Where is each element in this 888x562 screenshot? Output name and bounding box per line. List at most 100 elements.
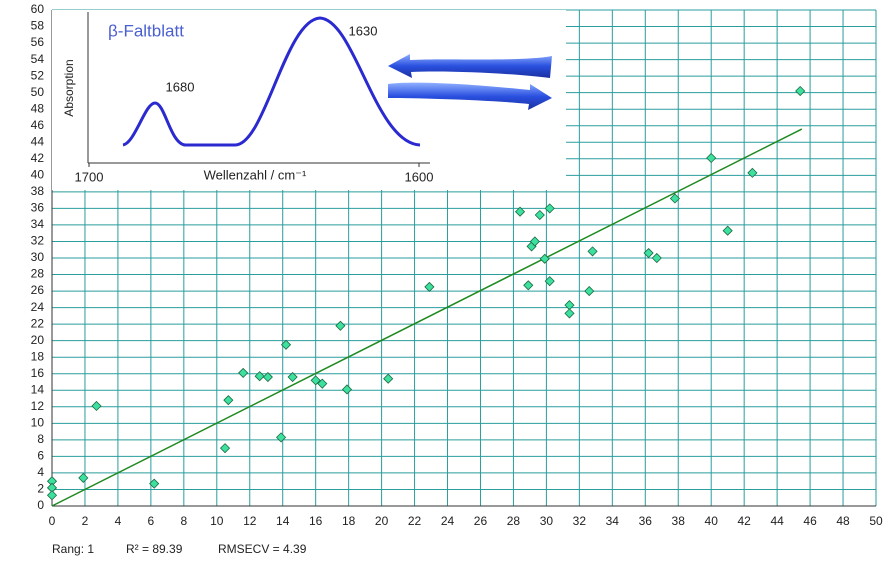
- y-tick-label: 18: [31, 349, 45, 363]
- data-point: [383, 373, 394, 384]
- y-tick-label: 48: [31, 101, 45, 115]
- x-tick-label: 16: [309, 514, 323, 528]
- data-point: [587, 246, 598, 257]
- x-tick-label: 38: [672, 514, 686, 528]
- y-tick-label: 42: [31, 151, 45, 165]
- y-tick-label: 36: [31, 201, 45, 215]
- y-tick-label: 14: [31, 382, 45, 396]
- footer: Rang: 1 R² = 89.39 RMSECV = 4.39: [52, 542, 307, 556]
- data-point: [276, 432, 287, 443]
- data-point: [564, 308, 575, 319]
- y-tick-label: 10: [31, 416, 45, 430]
- x-tick-label: 24: [441, 514, 455, 528]
- y-tick-label: 60: [31, 2, 45, 16]
- data-point: [651, 252, 662, 264]
- x-tick-label: 30: [540, 514, 554, 528]
- x-tick-label: 48: [836, 514, 850, 528]
- data-point: [223, 395, 234, 406]
- x-tick-label: 4: [115, 514, 122, 528]
- x-tick-label: 26: [474, 514, 488, 528]
- x-tick-label: 0: [49, 514, 56, 528]
- y-tick-label: 24: [31, 300, 45, 314]
- y-tick-label: 16: [31, 366, 45, 380]
- data-point: [46, 490, 58, 501]
- x-tick-label: 40: [705, 514, 719, 528]
- y-tick-label: 52: [31, 68, 45, 82]
- data-point: [219, 443, 231, 454]
- x-tick-label: 18: [342, 514, 356, 528]
- data-point: [795, 85, 806, 97]
- data-point: [254, 371, 265, 382]
- y-tick-label: 58: [31, 19, 45, 33]
- data-point: [514, 206, 526, 217]
- x-tick-label: 34: [606, 514, 620, 528]
- y-tick-label: 20: [31, 333, 45, 347]
- x-tick-label: 8: [180, 514, 187, 528]
- data-point: [287, 371, 298, 383]
- data-point: [669, 193, 681, 204]
- x-tick-label: 44: [770, 514, 784, 528]
- arrow-left: [388, 54, 552, 78]
- footer-text: R² = 89.39: [126, 542, 183, 556]
- inset: β-Faltblatt Absorption Wellenzahl / cm⁻¹…: [52, 10, 566, 190]
- x-tick-label: 12: [243, 514, 257, 528]
- footer-text: Rang: 1: [52, 542, 94, 556]
- x-tick-label: 2: [82, 514, 89, 528]
- peak-label: 1630: [349, 23, 378, 38]
- footer-text: RMSECV = 4.39: [218, 542, 307, 556]
- inset-x-label: Wellenzahl / cm⁻¹: [204, 167, 307, 182]
- spectrum-curve: [122, 16, 421, 147]
- data-point: [544, 276, 555, 287]
- x-tick-label: 6: [148, 514, 155, 528]
- inset-x-tick-label: 1700: [75, 169, 104, 184]
- x-tick-label: 22: [408, 514, 422, 528]
- data-point: [544, 203, 555, 214]
- data-point: [424, 281, 435, 292]
- y-tick-label: 8: [37, 432, 44, 446]
- arrow-right: [388, 82, 552, 110]
- data-point: [280, 339, 292, 350]
- x-tick-label: 50: [869, 514, 883, 528]
- x-tick-label: 20: [375, 514, 389, 528]
- x-tick-label: 14: [276, 514, 290, 528]
- data-point: [91, 400, 102, 412]
- x-tick-label: 10: [210, 514, 224, 528]
- data-point: [539, 253, 550, 264]
- data-point: [643, 247, 654, 259]
- peak-label: 1680: [166, 79, 195, 94]
- y-tick-label: 0: [37, 498, 44, 512]
- x-tick-label: 28: [507, 514, 521, 528]
- y-tick-label: 50: [31, 85, 45, 99]
- data-point: [534, 209, 545, 221]
- data-point: [747, 167, 758, 178]
- x-tick-label: 42: [737, 514, 751, 528]
- data-point: [310, 375, 321, 386]
- data-point: [529, 236, 540, 247]
- y-tick-label: 4: [37, 465, 44, 479]
- y-tick-label: 22: [31, 316, 45, 330]
- y-tick-label: 44: [31, 134, 45, 148]
- y-tick-label: 28: [31, 267, 45, 281]
- data-point: [706, 152, 717, 164]
- data-point: [149, 478, 160, 489]
- y-tick-label: 32: [31, 234, 45, 248]
- data-point: [262, 371, 273, 383]
- y-tick-label: 30: [31, 250, 45, 264]
- data-point: [341, 384, 353, 395]
- y-tick-label: 6: [37, 449, 44, 463]
- data-point: [722, 225, 733, 236]
- data-point: [78, 472, 89, 483]
- data-point: [317, 378, 328, 389]
- y-tick-label: 12: [31, 399, 45, 413]
- x-tick-label: 32: [573, 514, 587, 528]
- y-tick-label: 56: [31, 35, 45, 49]
- y-tick-label: 34: [31, 217, 45, 231]
- x-tick-label: 36: [639, 514, 653, 528]
- y-tick-label: 2: [37, 482, 44, 496]
- data-point: [584, 286, 595, 297]
- data-point: [335, 320, 346, 331]
- y-tick-label: 38: [31, 184, 45, 198]
- inset-x-tick-label: 1600: [405, 169, 434, 184]
- fit-line: [51, 128, 803, 507]
